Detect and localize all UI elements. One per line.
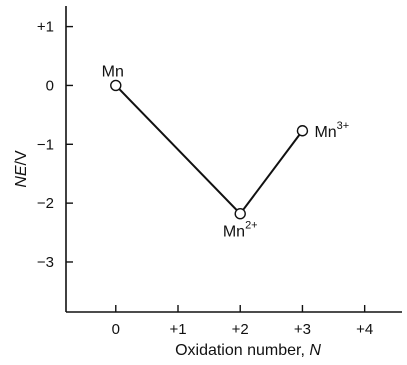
x-tick-label: 0	[112, 321, 120, 338]
data-point	[296, 125, 309, 137]
x-tick-label: +4	[356, 321, 373, 338]
series-line	[115, 84, 304, 216]
y-axis-title-unit: /V	[13, 150, 30, 165]
labels: Mn Mn2+ Mn3+	[102, 63, 350, 240]
x-axis-title: Oxidation number, N	[175, 342, 321, 359]
y-axis-title: NE/V	[13, 150, 30, 188]
data-point-label: Mn2+	[223, 220, 258, 241]
x-tick-label: +1	[169, 321, 186, 338]
data-point-label: Mn3+	[314, 120, 349, 141]
x-axis-title-var: N	[309, 342, 321, 359]
series	[110, 79, 309, 220]
y-tick-label: 0	[46, 77, 54, 94]
y-tick-label: −1	[37, 136, 54, 153]
x-tick-label: +2	[232, 321, 249, 338]
x-tick-label: +3	[294, 321, 311, 338]
data-point	[234, 208, 246, 220]
data-point	[110, 79, 122, 92]
x-axis-title-main: Oxidation number,	[175, 342, 309, 359]
ticks: +1 0 −1 −2 −3 0 +1 +2 +3 +4	[37, 19, 373, 338]
y-axis-title-var: NE	[13, 165, 30, 188]
data-point-label: Mn	[102, 63, 124, 80]
y-tick-label: −2	[37, 195, 54, 212]
y-tick-label: +1	[37, 19, 54, 36]
y-tick-label: −3	[37, 254, 54, 271]
axes	[65, 6, 402, 313]
